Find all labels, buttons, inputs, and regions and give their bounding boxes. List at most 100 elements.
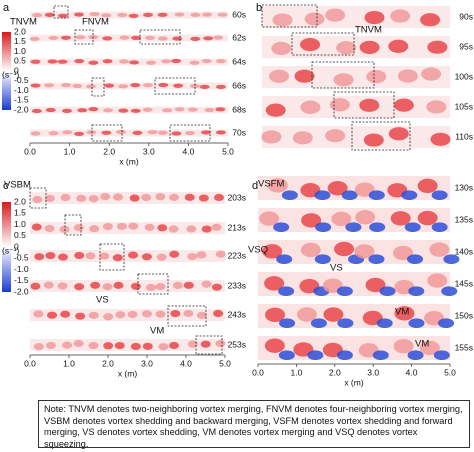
colorbar-tick-label: -1.0 bbox=[14, 85, 29, 95]
vortex bbox=[301, 213, 322, 228]
vortex bbox=[57, 282, 68, 290]
vortex bbox=[60, 35, 71, 40]
vortex bbox=[213, 309, 224, 318]
colorbar-tick-label: -1.0 bbox=[14, 264, 29, 274]
vortex bbox=[73, 224, 84, 232]
colorbar-tick-label: -0.5 bbox=[14, 253, 29, 263]
vortex bbox=[101, 130, 112, 135]
highlight-box bbox=[91, 77, 105, 97]
vortex bbox=[429, 242, 450, 257]
highlight-box bbox=[167, 305, 207, 327]
vortex bbox=[157, 36, 168, 41]
vortex bbox=[212, 283, 223, 291]
vortex bbox=[184, 193, 195, 201]
colorbar bbox=[2, 202, 11, 292]
highlight-box bbox=[333, 91, 395, 119]
time-label: 70s bbox=[232, 127, 246, 137]
colorbar-tick-label: 0.5 bbox=[14, 230, 26, 240]
colorbar-tick-label: -0.5 bbox=[14, 75, 29, 85]
vortex bbox=[60, 193, 71, 202]
vortex bbox=[174, 107, 185, 112]
vortex bbox=[201, 58, 212, 64]
vortex-negative bbox=[336, 350, 353, 361]
annotation: VM bbox=[415, 339, 429, 350]
annotation: TNVM bbox=[355, 25, 382, 36]
highlight-box bbox=[139, 29, 181, 45]
vortex bbox=[261, 130, 282, 144]
vortex-negative bbox=[337, 318, 354, 329]
vortex bbox=[130, 83, 141, 88]
vortex bbox=[183, 309, 194, 318]
vortex bbox=[101, 13, 112, 18]
vortex bbox=[31, 223, 42, 231]
vortex-negative bbox=[278, 350, 295, 361]
vortex bbox=[215, 58, 226, 64]
vortex bbox=[88, 60, 99, 65]
vortex bbox=[272, 13, 293, 27]
vortex-negative bbox=[376, 318, 393, 329]
vortex bbox=[204, 107, 215, 113]
vortex bbox=[77, 108, 88, 113]
vortex bbox=[393, 245, 414, 261]
time-label: 95s bbox=[459, 41, 473, 51]
vortex bbox=[325, 8, 346, 22]
x-tick-label: 3.0 bbox=[367, 367, 379, 377]
x-tick-label: 2.0 bbox=[329, 367, 341, 377]
vortex bbox=[103, 342, 114, 350]
time-label: 135s bbox=[455, 214, 473, 224]
vortex bbox=[48, 131, 59, 136]
vortex bbox=[103, 313, 114, 321]
vortex bbox=[30, 83, 41, 88]
colorbar-tick-label: -2.0 bbox=[14, 286, 29, 296]
flow-band bbox=[30, 82, 228, 90]
vortex bbox=[155, 283, 166, 291]
vortex bbox=[183, 281, 194, 289]
vortex-negative bbox=[369, 222, 386, 232]
vortex bbox=[172, 36, 183, 41]
colorbar-tick-label: 1.0 bbox=[14, 46, 26, 56]
vortex bbox=[32, 13, 43, 18]
vortex bbox=[388, 39, 409, 53]
vortex bbox=[100, 193, 111, 201]
vortex bbox=[61, 108, 72, 113]
vortex bbox=[292, 131, 313, 145]
vortex bbox=[393, 98, 414, 112]
vortex bbox=[141, 310, 152, 318]
vortex bbox=[171, 131, 182, 136]
vortex bbox=[47, 59, 58, 64]
vortex bbox=[44, 12, 55, 17]
highlight-box bbox=[137, 273, 169, 295]
x-tick-label: 5.0 bbox=[219, 358, 231, 368]
x-tick-label: 4.0 bbox=[182, 146, 194, 156]
vortex bbox=[329, 98, 350, 112]
vortex bbox=[417, 210, 438, 226]
vortex bbox=[44, 224, 55, 233]
vortex bbox=[170, 309, 181, 318]
colorbar-tick-label: 1.5 bbox=[14, 208, 26, 218]
vortex-negative bbox=[379, 286, 396, 297]
vortex bbox=[215, 250, 226, 258]
note: Note: TNVM denotes two-neighboring vorte… bbox=[38, 400, 470, 449]
vortex bbox=[200, 340, 211, 348]
vortex-negative bbox=[431, 190, 448, 200]
vortex bbox=[187, 252, 198, 261]
vortex bbox=[62, 130, 73, 135]
flow-band bbox=[30, 192, 225, 204]
flow-band bbox=[30, 309, 225, 321]
highlight-box bbox=[74, 29, 94, 45]
vortex bbox=[215, 107, 226, 112]
vortex bbox=[75, 312, 86, 320]
vortex bbox=[155, 310, 166, 318]
vortex bbox=[102, 222, 113, 231]
vortex bbox=[430, 132, 451, 146]
figure-panels: a 60s 62s 64s 66s 68s 70s TNVM FNVM 0.0 1.0 2.0 3.0 4… bbox=[2, 2, 473, 387]
vortex bbox=[173, 83, 184, 88]
time-label: 155s bbox=[455, 342, 473, 352]
vortex bbox=[393, 339, 414, 354]
vortex-negative bbox=[314, 190, 331, 200]
vortex bbox=[171, 58, 182, 64]
vortex bbox=[129, 60, 140, 65]
x-tick-label: 4.0 bbox=[180, 358, 192, 368]
vortex bbox=[217, 12, 228, 17]
vortex bbox=[300, 100, 321, 114]
